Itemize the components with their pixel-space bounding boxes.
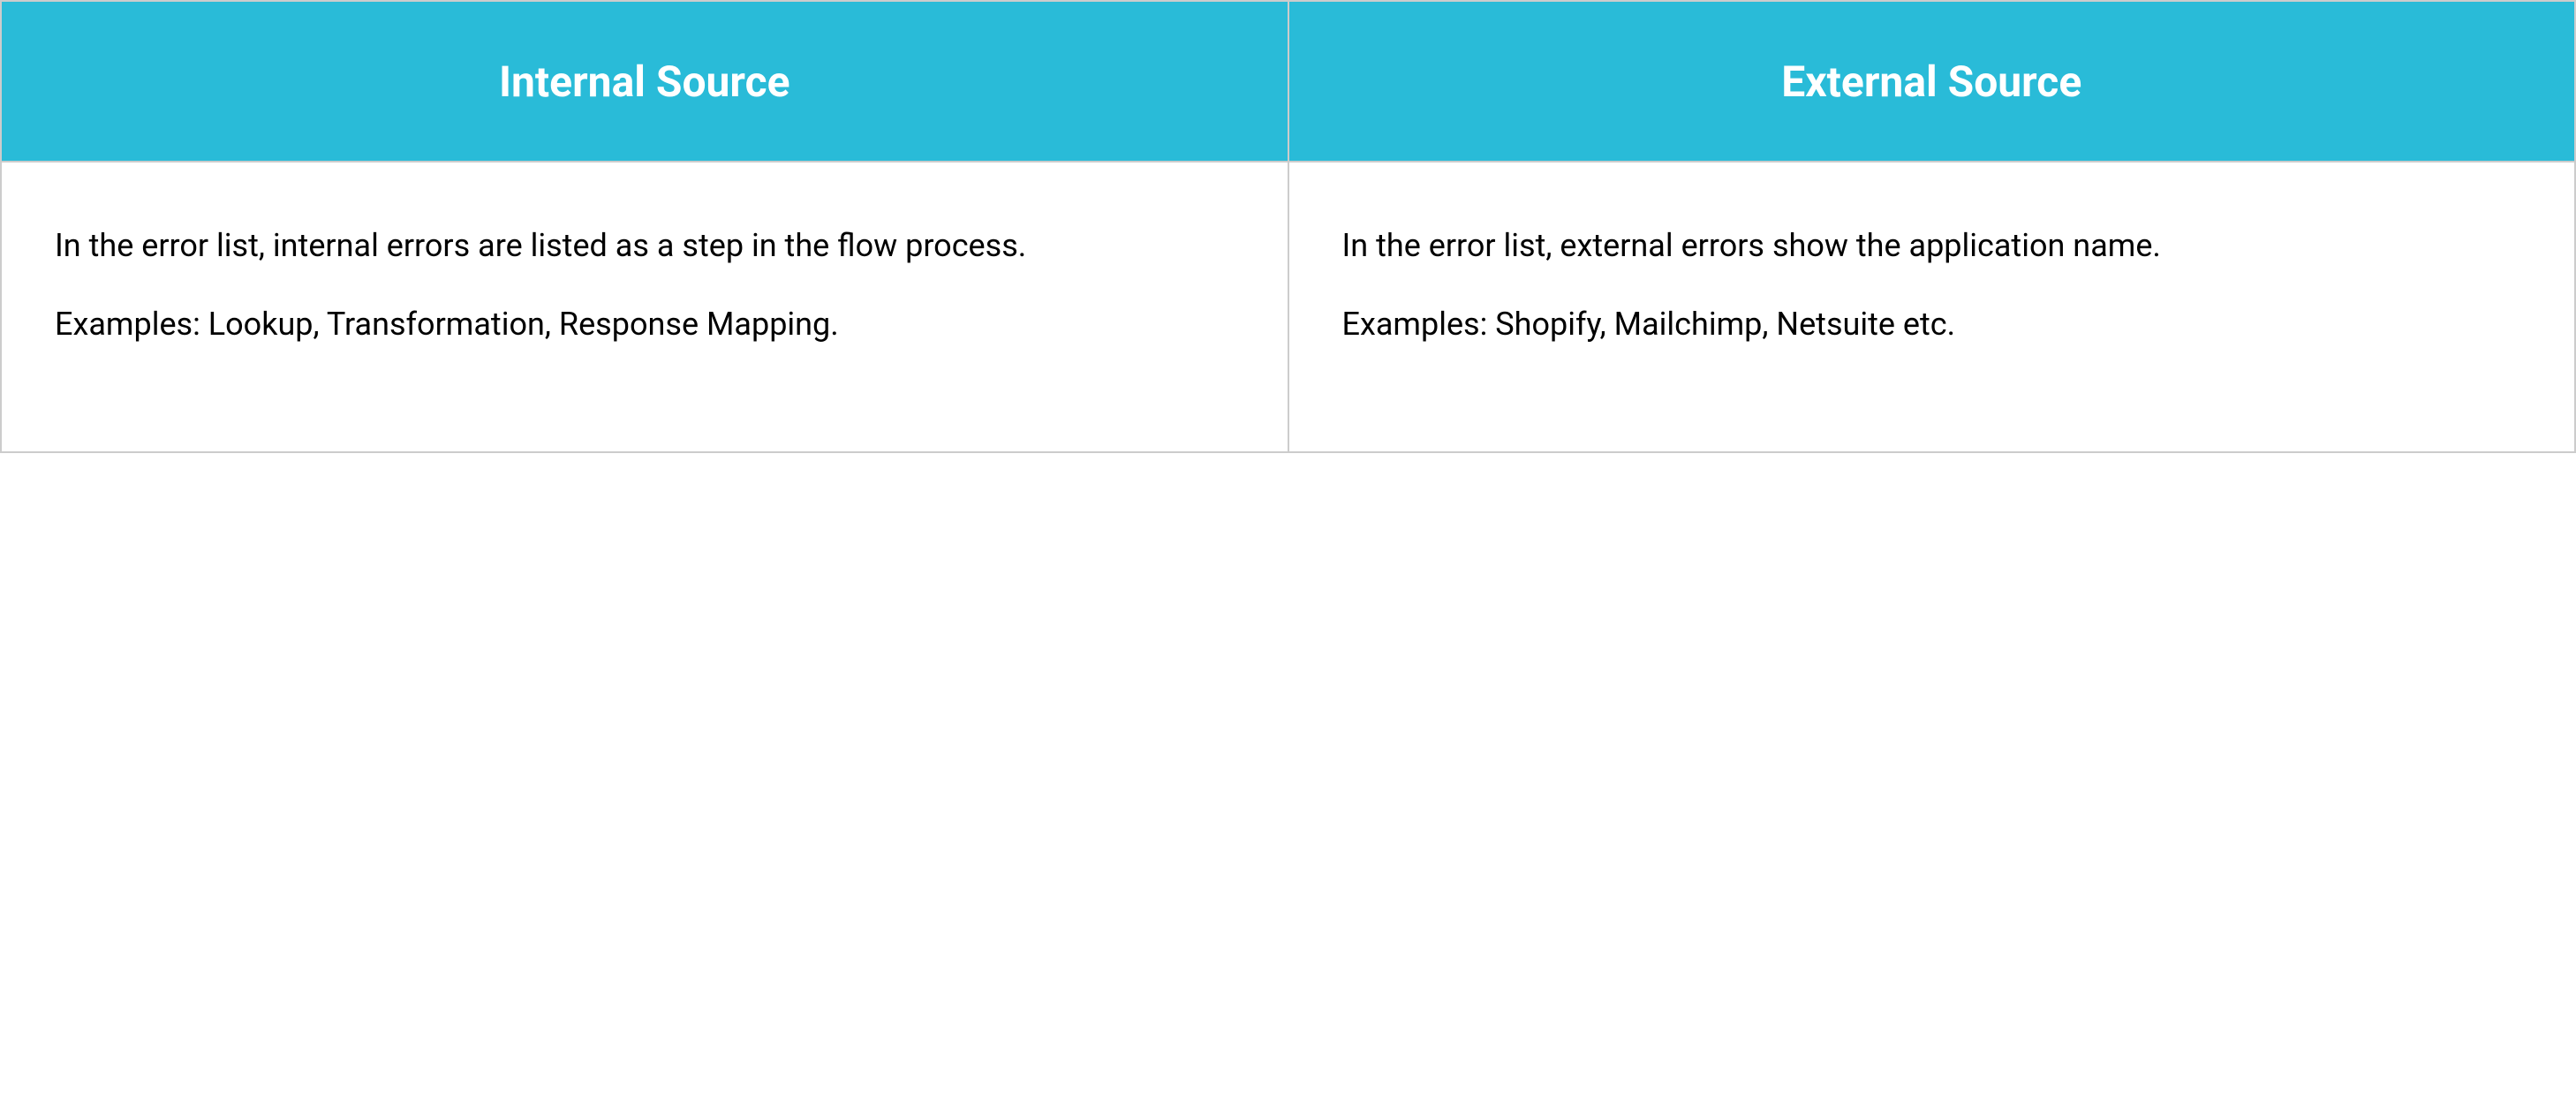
column-body: In the error list, internal errors are l…	[2, 161, 1288, 451]
examples-text: Examples: Lookup, Transformation, Respon…	[55, 303, 1235, 346]
column-body: In the error list, external errors show …	[1289, 161, 2575, 451]
column-external-source: External Source In the error list, exter…	[1289, 2, 2575, 451]
column-header: Internal Source	[2, 2, 1288, 161]
description-text: In the error list, external errors show …	[1342, 224, 2522, 268]
description-text: In the error list, internal errors are l…	[55, 224, 1235, 268]
column-internal-source: Internal Source In the error list, inter…	[2, 2, 1289, 451]
column-header: External Source	[1289, 2, 2575, 161]
examples-text: Examples: Shopify, Mailchimp, Netsuite e…	[1342, 303, 2522, 346]
comparison-table: Internal Source In the error list, inter…	[0, 0, 2576, 453]
